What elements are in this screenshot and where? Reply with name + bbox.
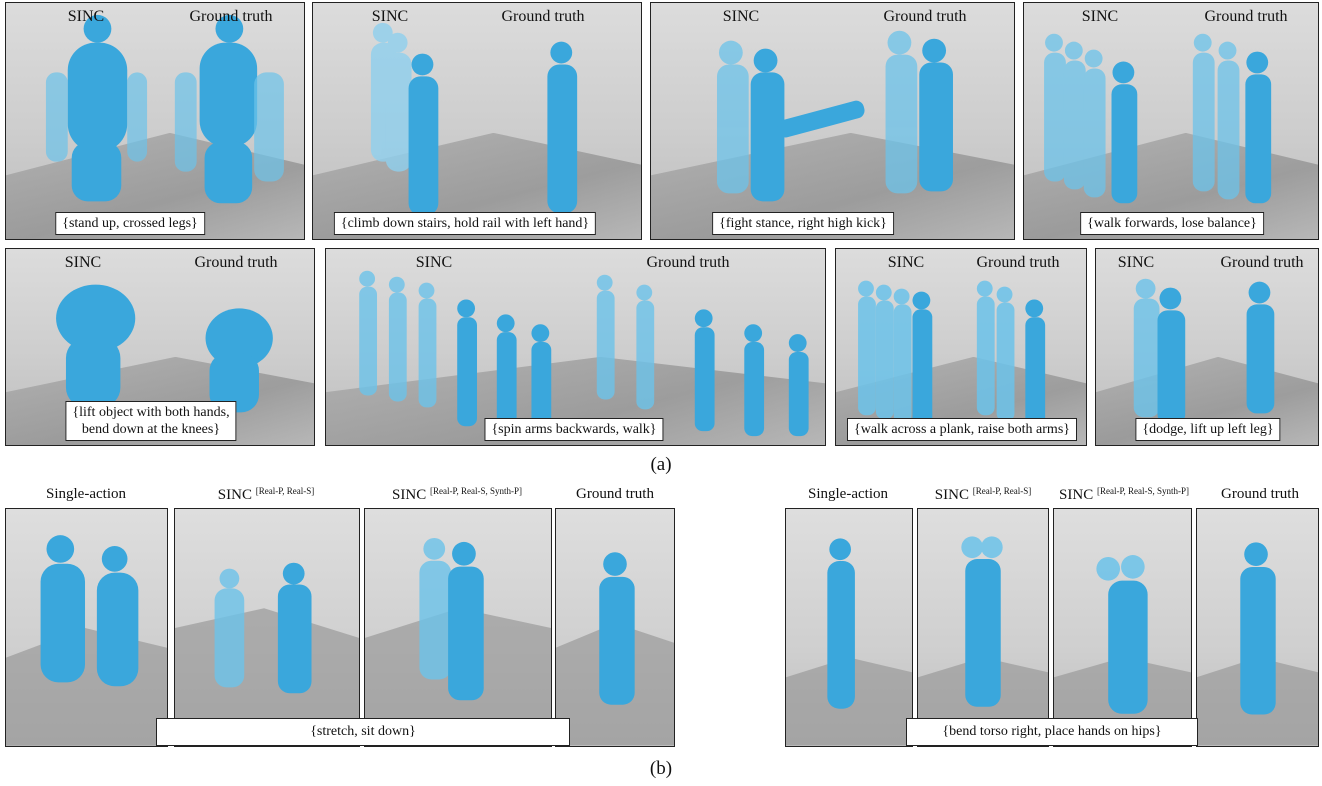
action-caption: {walk forwards, lose balance} <box>1080 212 1264 235</box>
header-sinc-real-2: SINC [Real-P, Real-S] <box>934 486 1032 503</box>
header-sinc-synth-1: SINC [Real-P, Real-S, Synth-P] <box>392 486 522 503</box>
figure-label-a: (a) <box>650 454 672 475</box>
figure-render <box>1044 33 1272 204</box>
header-left: SINC <box>1117 254 1155 271</box>
action-caption-b1: {stretch, sit down} <box>156 718 570 746</box>
figure-render <box>858 280 1046 432</box>
render-single-action-1 <box>5 508 168 747</box>
figure-render <box>716 30 953 202</box>
header-right: Ground truth <box>189 8 273 25</box>
header-right: Ground truth <box>1220 254 1304 271</box>
action-caption: {stand up, crossed legs} <box>55 212 205 235</box>
panel-walk-plank: SINC Ground truth {walk across a plank, … <box>835 248 1087 446</box>
caption-line-1: {lift object with both hands, <box>72 405 230 420</box>
figure-render <box>359 270 809 437</box>
figure-render <box>56 284 273 413</box>
figure-label-b: (b) <box>649 758 673 779</box>
action-caption-b2: {bend torso right, place hands on hips} <box>906 718 1198 746</box>
panel-stand-up: SINC Ground truth {stand up, crossed leg… <box>5 2 305 240</box>
header-single-action-1: Single-action <box>46 486 126 502</box>
action-caption: {fight stance, right high kick} <box>712 212 894 235</box>
action-caption: {spin arms backwards, walk} <box>484 418 664 441</box>
panel-dodge: SINC Ground truth {dodge, lift up left l… <box>1095 248 1319 446</box>
action-caption: {dodge, lift up left leg} <box>1135 418 1281 441</box>
header-ground-truth-2: Ground truth <box>1221 486 1299 502</box>
panel-climb-stairs: SINC Ground truth {climb down stairs, ho… <box>312 2 642 240</box>
figure-render <box>1054 555 1191 746</box>
figure-render <box>918 536 1048 746</box>
header-sinc-synth-2: SINC [Real-P, Real-S, Synth-P] <box>1059 486 1189 503</box>
figure-render <box>175 562 359 746</box>
header-sinc-real-1: SINC [Real-P, Real-S] <box>217 486 315 503</box>
render-sinc-real-1 <box>174 508 360 747</box>
render-ground-truth-2 <box>1196 508 1319 747</box>
header-single-action-2: Single-action <box>808 486 888 502</box>
header-left: SINC <box>887 254 925 271</box>
render-sinc-real-2 <box>917 508 1049 747</box>
header-right: Ground truth <box>646 254 730 271</box>
figure-render <box>365 537 551 746</box>
figure-render <box>1133 278 1275 425</box>
panel-lift-object: SINC Ground truth {lift object with both… <box>5 248 315 446</box>
header-right: Ground truth <box>883 8 967 25</box>
figure-render <box>45 14 284 204</box>
header-left: SINC <box>371 8 409 25</box>
action-caption: {walk across a plank, raise both arms} <box>847 418 1077 441</box>
figure-render <box>786 538 912 746</box>
figure-render <box>6 535 167 746</box>
header-left: SINC <box>1081 8 1119 25</box>
panel-spin-arms: SINC Ground truth {spin arms backwards, … <box>325 248 826 446</box>
header-right: Ground truth <box>501 8 585 25</box>
figure-render <box>1197 542 1318 746</box>
figure-render <box>370 22 578 216</box>
action-caption: {climb down stairs, hold rail with left … <box>333 212 597 235</box>
caption-line-2: bend down at the knees} <box>81 422 221 437</box>
header-left: SINC <box>67 8 105 25</box>
render-single-action-2 <box>785 508 913 747</box>
render-ground-truth-1 <box>555 508 675 747</box>
panel-walk-forwards: SINC Ground truth {walk forwards, lose b… <box>1023 2 1319 240</box>
render-sinc-synth-1 <box>364 508 552 747</box>
panel-fight-stance: SINC Ground truth {fight stance, right h… <box>650 2 1015 240</box>
header-right: Ground truth <box>194 254 278 271</box>
header-left: SINC <box>415 254 453 271</box>
header-left: SINC <box>722 8 760 25</box>
header-right: Ground truth <box>1204 8 1288 25</box>
figure-render <box>556 552 674 746</box>
header-right: Ground truth <box>976 254 1060 271</box>
action-caption: {lift object with both hands, bend down … <box>65 401 237 441</box>
header-left: SINC <box>64 254 102 271</box>
render-sinc-synth-2 <box>1053 508 1192 747</box>
header-ground-truth-1: Ground truth <box>576 486 654 502</box>
